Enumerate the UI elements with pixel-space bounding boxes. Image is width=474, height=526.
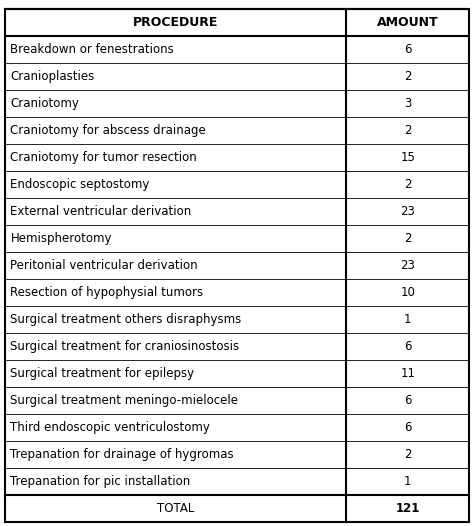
- Text: Surgical treatment for epilepsy: Surgical treatment for epilepsy: [10, 367, 194, 380]
- Text: Craniotomy for abscess drainage: Craniotomy for abscess drainage: [10, 124, 206, 137]
- Text: 23: 23: [400, 259, 415, 272]
- Text: 23: 23: [400, 205, 415, 218]
- Text: Trepanation for drainage of hygromas: Trepanation for drainage of hygromas: [10, 448, 234, 461]
- Text: Hemispherotomy: Hemispherotomy: [10, 232, 112, 245]
- Text: 2: 2: [404, 178, 411, 191]
- Text: 2: 2: [404, 124, 411, 137]
- Text: 1: 1: [404, 313, 411, 326]
- Text: 6: 6: [404, 421, 411, 434]
- Text: Craniotomy for tumor resection: Craniotomy for tumor resection: [10, 151, 197, 164]
- Text: Craniotomy: Craniotomy: [10, 97, 79, 110]
- Text: Trepanation for pic installation: Trepanation for pic installation: [10, 475, 191, 488]
- Text: 2: 2: [404, 70, 411, 84]
- Text: 10: 10: [400, 286, 415, 299]
- Text: Peritonial ventricular derivation: Peritonial ventricular derivation: [10, 259, 198, 272]
- Text: Surgical treatment for craniosinostosis: Surgical treatment for craniosinostosis: [10, 340, 239, 353]
- Text: 1: 1: [404, 475, 411, 488]
- Text: Surgical treatment meningo-mielocele: Surgical treatment meningo-mielocele: [10, 394, 238, 407]
- Text: 2: 2: [404, 448, 411, 461]
- Text: Resection of hypophysial tumors: Resection of hypophysial tumors: [10, 286, 203, 299]
- Text: 6: 6: [404, 340, 411, 353]
- Text: PROCEDURE: PROCEDURE: [133, 16, 218, 29]
- Text: 3: 3: [404, 97, 411, 110]
- Text: 15: 15: [400, 151, 415, 164]
- Text: 6: 6: [404, 44, 411, 56]
- Text: 6: 6: [404, 394, 411, 407]
- Text: AMOUNT: AMOUNT: [377, 16, 438, 29]
- Text: Endoscopic septostomy: Endoscopic septostomy: [10, 178, 150, 191]
- Text: External ventricular derivation: External ventricular derivation: [10, 205, 191, 218]
- Text: Surgical treatment others disraphysms: Surgical treatment others disraphysms: [10, 313, 242, 326]
- Text: 11: 11: [400, 367, 415, 380]
- Text: Cranioplasties: Cranioplasties: [10, 70, 95, 84]
- Text: 121: 121: [395, 502, 420, 515]
- Text: Breakdown or fenestrations: Breakdown or fenestrations: [10, 44, 174, 56]
- Text: TOTAL: TOTAL: [157, 502, 194, 515]
- Text: 2: 2: [404, 232, 411, 245]
- Text: Third endoscopic ventriculostomy: Third endoscopic ventriculostomy: [10, 421, 210, 434]
